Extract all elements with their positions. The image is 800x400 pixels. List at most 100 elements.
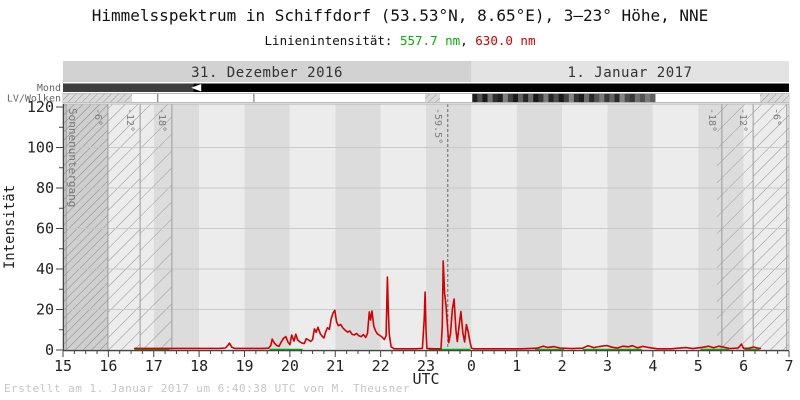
y-axis-title: Intensität (2, 185, 18, 269)
sun-altitude-label: -59.5° (432, 108, 443, 144)
x-tick-label: 22 (372, 357, 390, 375)
y-tick-label: 80 (36, 179, 54, 197)
cloud-density-stripe (629, 93, 636, 103)
sun-altitude-label: -12° (124, 108, 135, 132)
hour-band (335, 104, 381, 351)
cloud-density-stripe (614, 93, 620, 103)
clouds-bar-tick (156, 93, 159, 103)
cloud-density-stripe (517, 93, 524, 103)
x-tick-label: 4 (648, 357, 657, 375)
x-tick-label: 21 (326, 357, 344, 375)
x-tick-label: 23 (417, 357, 435, 375)
cloud-density-stripe (558, 93, 565, 103)
cloud-density-stripe (568, 93, 575, 103)
sun-altitude-label: Sonnenuntergang (66, 108, 79, 207)
sun-altitude-label: -18° (156, 108, 167, 132)
x-tick-label: 7 (784, 357, 793, 375)
cloud-density-stripe (538, 93, 544, 103)
hour-band (471, 104, 517, 351)
legend-red-630nm: 630.0 nm (475, 33, 535, 48)
cloud-density-stripe (482, 93, 488, 103)
cloud-density-stripe (477, 93, 483, 103)
x-tick-label: 20 (281, 357, 299, 375)
y-tick-label: 100 (27, 139, 54, 157)
cloud-density-stripe (533, 93, 539, 103)
hour-band (380, 104, 426, 351)
cloud-density-stripe (594, 93, 600, 103)
cloud-density-stripe (589, 93, 595, 103)
cloud-density-stripe (604, 93, 610, 103)
hour-band (607, 104, 653, 351)
cloud-density-stripe (599, 93, 605, 103)
date-band-label-dec31: 31. Dezember 2016 (191, 65, 343, 81)
cloud-density-stripe (472, 93, 478, 103)
clouds-bar-hatch (759, 93, 789, 103)
hour-band (199, 104, 245, 351)
cloud-density-stripe (609, 93, 615, 103)
cloud-density-stripe (644, 93, 651, 103)
sun-altitude-label: -18° (706, 108, 717, 132)
cloud-density-stripe (497, 93, 504, 103)
cloud-density-stripe (624, 93, 631, 103)
cloud-density-stripe (507, 93, 514, 103)
cloud-density-stripe (573, 93, 580, 103)
cloud-density-stripe (543, 93, 549, 103)
date-band (63, 61, 472, 82)
moonset-marker-icon (191, 84, 202, 92)
x-tick-label: 2 (558, 357, 567, 375)
cloud-density-stripe (578, 93, 585, 103)
twilight-hatch (140, 104, 172, 351)
cloud-density-stripe (487, 93, 493, 103)
x-axis-title: UTC (412, 370, 439, 388)
clouds-row-label: LV/Wolken (7, 94, 61, 105)
x-tick-label: 18 (190, 357, 208, 375)
clouds-bar-hatch (63, 93, 132, 103)
cloud-density-stripe (492, 93, 498, 103)
sun-altitude-label: -6° (771, 108, 782, 126)
y-tick-label: 120 (27, 98, 54, 116)
chart-subtitle: Linienintensität: 557.7 nm, 630.0 nm (265, 33, 536, 48)
hour-band (652, 104, 699, 351)
moon-bar-segment (193, 83, 789, 92)
y-tick-label: 40 (36, 260, 54, 278)
red-630nm-series (133, 260, 762, 350)
x-tick-label: 19 (235, 357, 253, 375)
x-tick-label: 3 (603, 357, 612, 375)
cloud-density-stripe (548, 93, 554, 103)
x-tick-label: 1 (512, 357, 521, 375)
subtitle-prefix: Linienintensität: (265, 33, 400, 48)
plot-area: Sonnenuntergang -6° -12° -18° -59.5° -18° -12°… (27, 61, 794, 375)
cloud-density-stripe (502, 93, 509, 103)
cloud-density-stripe (523, 93, 529, 103)
hour-band (289, 104, 336, 351)
sun-altitude-label: -6° (92, 108, 103, 126)
cloud-density-stripe (528, 93, 534, 103)
hour-band (244, 104, 290, 351)
x-tick-label: 17 (145, 357, 163, 375)
sun-altitude-label: -12° (737, 108, 748, 132)
y-tick-label: 60 (36, 220, 54, 238)
cloud-density-stripe (650, 93, 656, 103)
cloud-density-stripe (584, 93, 590, 103)
moon-bar-segment (63, 83, 194, 92)
chart-title: Himmelsspektrum in Schiffdorf (53.53°N, … (92, 6, 709, 25)
moon-row-label: Mond (37, 83, 61, 94)
twilight-hatch (753, 104, 789, 351)
clouds-bar-tick (253, 93, 255, 103)
cloud-density-stripe (512, 93, 519, 103)
y-tick-label: 20 (36, 301, 54, 319)
x-tick-label: 5 (694, 357, 703, 375)
cloud-density-stripe (553, 93, 559, 103)
subtitle-separator: , (460, 33, 475, 48)
hour-band (562, 104, 608, 351)
cloud-density-stripe (634, 93, 641, 103)
cloud-density-stripe (563, 93, 570, 103)
twilight-hatch (107, 104, 141, 351)
clouds-bar-hatch (425, 93, 441, 103)
footer-credit: Erstellt am 1. Januar 2017 um 6:40:38 UT… (4, 382, 410, 395)
y-tick-label: 0 (45, 341, 54, 359)
x-tick-label: 15 (54, 357, 72, 375)
cloud-density-stripe (619, 93, 625, 103)
